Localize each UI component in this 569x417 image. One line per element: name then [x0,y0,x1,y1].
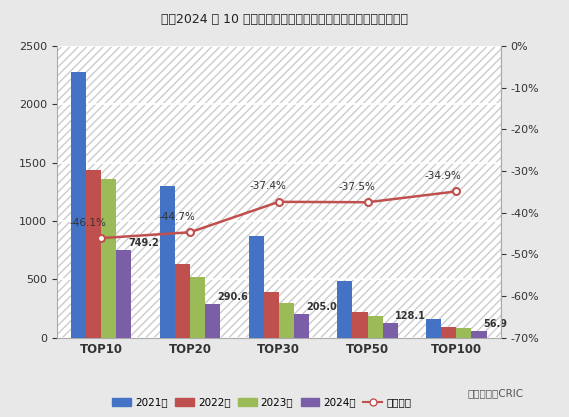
Bar [328,46,407,338]
Text: 128.1: 128.1 [395,311,426,321]
Bar [417,46,496,338]
Bar [352,312,368,338]
Bar [101,179,117,338]
Bar [205,304,220,338]
Text: 图：2024 年 10 月百强房企销售操盘金额入榜门槛及变动（亿元）: 图：2024 年 10 月百强房企销售操盘金额入榜门槛及变动（亿元） [161,13,408,25]
Text: 749.2: 749.2 [129,238,159,248]
Bar [61,46,141,338]
Text: 290.6: 290.6 [217,292,248,302]
Bar [294,314,309,338]
Bar [239,46,319,338]
Bar [263,292,279,338]
Bar [426,319,441,338]
Bar [86,170,101,338]
Bar [71,72,86,338]
Text: 205.0: 205.0 [306,302,337,312]
Bar [279,303,294,338]
Bar [190,277,205,338]
Text: -37.4%: -37.4% [250,181,287,191]
Text: -34.9%: -34.9% [424,171,461,181]
Text: 56.9: 56.9 [484,319,508,329]
Text: -46.1%: -46.1% [69,218,106,228]
Text: -37.5%: -37.5% [339,182,376,192]
Text: 数据来源：CRIC: 数据来源：CRIC [467,388,523,398]
Text: -44.7%: -44.7% [158,212,195,222]
Bar [249,236,263,338]
Bar [117,250,131,338]
Bar [368,316,383,338]
Bar [160,186,175,338]
Bar [150,46,230,338]
Bar [175,264,190,338]
Bar [472,331,486,338]
Bar [383,323,398,338]
Bar [441,327,456,338]
Legend: 2021年, 2022年, 2023年, 2024年, 同比变动: 2021年, 2022年, 2023年, 2024年, 同比变动 [110,396,414,410]
Bar [456,329,472,338]
Bar [337,281,352,338]
